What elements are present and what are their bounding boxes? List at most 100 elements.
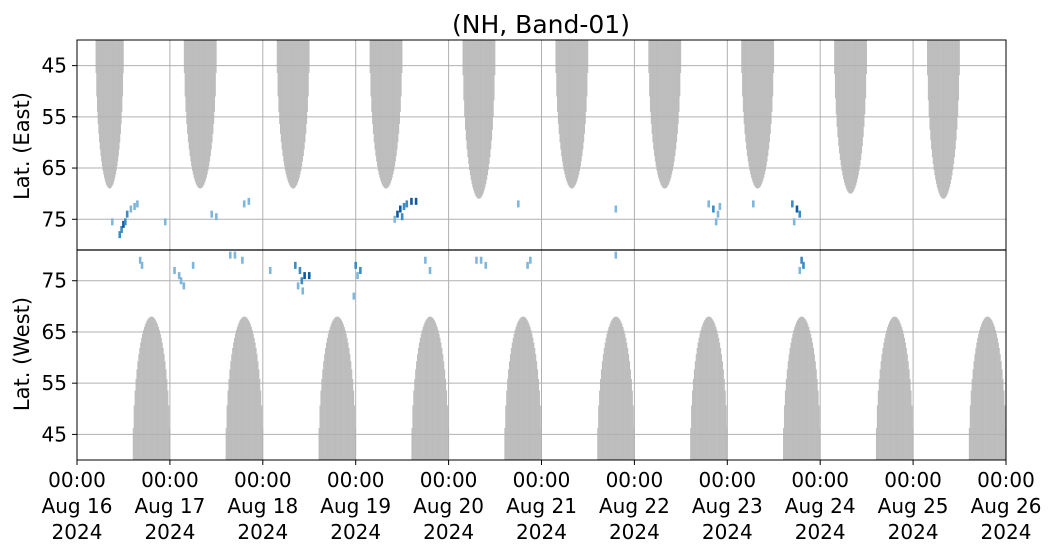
east-night-cell — [567, 40, 569, 185]
west-night-cell — [702, 324, 704, 460]
west-night-cell — [986, 316, 988, 460]
east-night-cell — [865, 40, 867, 99]
east-activity-cell — [210, 210, 214, 218]
west-night-region — [690, 316, 728, 460]
x-tick-label: 00:00 Aug 26 2024 — [971, 468, 1042, 544]
east-activity-cell — [396, 210, 399, 218]
west-night-cell — [348, 348, 350, 460]
west-night-cell — [701, 327, 703, 460]
west-night-cell — [327, 333, 330, 460]
west-night-cell — [245, 316, 247, 460]
west-night-cell — [888, 324, 890, 460]
west-night-cell — [228, 378, 230, 460]
east-night-cell — [191, 40, 194, 171]
west-night-cell — [792, 333, 794, 460]
east-night-cell — [103, 40, 105, 178]
west-night-cell — [132, 428, 134, 460]
east-night-cell — [953, 40, 955, 158]
west-night-cell — [443, 361, 445, 460]
east-night-cell — [470, 40, 472, 180]
west-y-tick-label: 65 — [42, 320, 67, 344]
west-night-cell — [154, 318, 156, 460]
x-tick-time: 00:00 — [513, 468, 571, 492]
east-night-cell — [119, 40, 121, 134]
west-night-cell — [990, 318, 992, 460]
west-activity-cell — [233, 251, 237, 259]
x-tick-date: Aug 23 — [692, 494, 763, 518]
east-night-cell — [762, 40, 764, 181]
west-night-cell — [139, 348, 141, 460]
east-night-cell — [859, 40, 861, 166]
east-night-cell — [843, 40, 846, 183]
east-activity-cell — [129, 205, 133, 213]
east-night-cell — [584, 40, 586, 124]
east-night-cell — [668, 40, 670, 183]
east-night-cell — [288, 40, 290, 183]
west-night-cell — [521, 316, 523, 460]
x-tick-label: 00:00 Aug 21 2024 — [506, 468, 577, 544]
east-night-cell — [852, 40, 854, 193]
east-night-cell — [120, 40, 122, 124]
west-night-cell — [991, 320, 993, 460]
west-night-cell — [236, 327, 239, 460]
east-activity-cell — [111, 218, 114, 226]
east-night-cell — [583, 40, 585, 143]
west-night-cell — [911, 405, 913, 460]
east-night-cell — [662, 40, 665, 189]
east-night-cell — [664, 40, 666, 189]
west-night-cell — [436, 327, 438, 460]
east-night-cell — [305, 40, 307, 134]
west-night-cell — [716, 330, 718, 460]
east-night-cell — [948, 40, 951, 188]
east-night-cell — [369, 40, 371, 74]
east-night-cell — [285, 40, 287, 175]
west-night-cell — [699, 333, 701, 460]
west-night-cell — [896, 317, 898, 460]
east-night-cell — [927, 40, 929, 101]
west-night-cell — [788, 354, 790, 460]
east-night-cell — [937, 40, 939, 191]
west-night-cell — [818, 405, 820, 460]
west-night-cell — [606, 333, 608, 460]
west-night-cell — [625, 337, 627, 460]
west-night-cell — [887, 327, 889, 460]
west-night-cell — [892, 316, 894, 460]
west-night-cell — [610, 322, 612, 460]
east-night-cell — [288, 40, 291, 185]
east-night-cell — [929, 40, 931, 130]
east-night-cell — [100, 40, 102, 156]
east-night-cell — [472, 40, 474, 188]
east-night-cell — [204, 40, 206, 183]
west-night-cell — [1003, 390, 1005, 460]
east-activity-cell — [795, 205, 799, 213]
west-night-cell — [817, 390, 819, 460]
west-night-cell — [350, 361, 352, 460]
east-activity-cell — [716, 210, 720, 218]
east-night-cell — [746, 40, 748, 150]
west-activity-cell — [424, 256, 427, 264]
east-activity-cell — [398, 205, 402, 213]
west-night-cell — [519, 318, 521, 460]
west-night-cell — [806, 322, 808, 460]
west-night-cell — [692, 378, 695, 460]
west-night-cell — [235, 330, 238, 460]
west-night-cell — [344, 330, 346, 460]
east-night-cell — [648, 40, 650, 74]
east-activity-cell — [122, 220, 125, 228]
east-night-cell — [114, 40, 116, 178]
east-night-cell — [191, 40, 193, 167]
west-night-cell — [882, 348, 884, 460]
west-night-cell — [969, 405, 971, 460]
east-activity-cell — [402, 202, 406, 210]
west-night-cell — [602, 354, 605, 460]
west-night-cell — [509, 354, 512, 460]
east-night-cell — [279, 40, 282, 134]
west-night-cell — [143, 327, 146, 460]
west-night-cell — [243, 316, 245, 460]
west-night-cell — [812, 348, 814, 460]
east-night-cell — [387, 40, 389, 188]
east-night-cell — [657, 40, 659, 175]
east-night-cell — [936, 40, 938, 188]
east-night-cell — [464, 40, 467, 130]
east-night-cell — [766, 40, 768, 162]
